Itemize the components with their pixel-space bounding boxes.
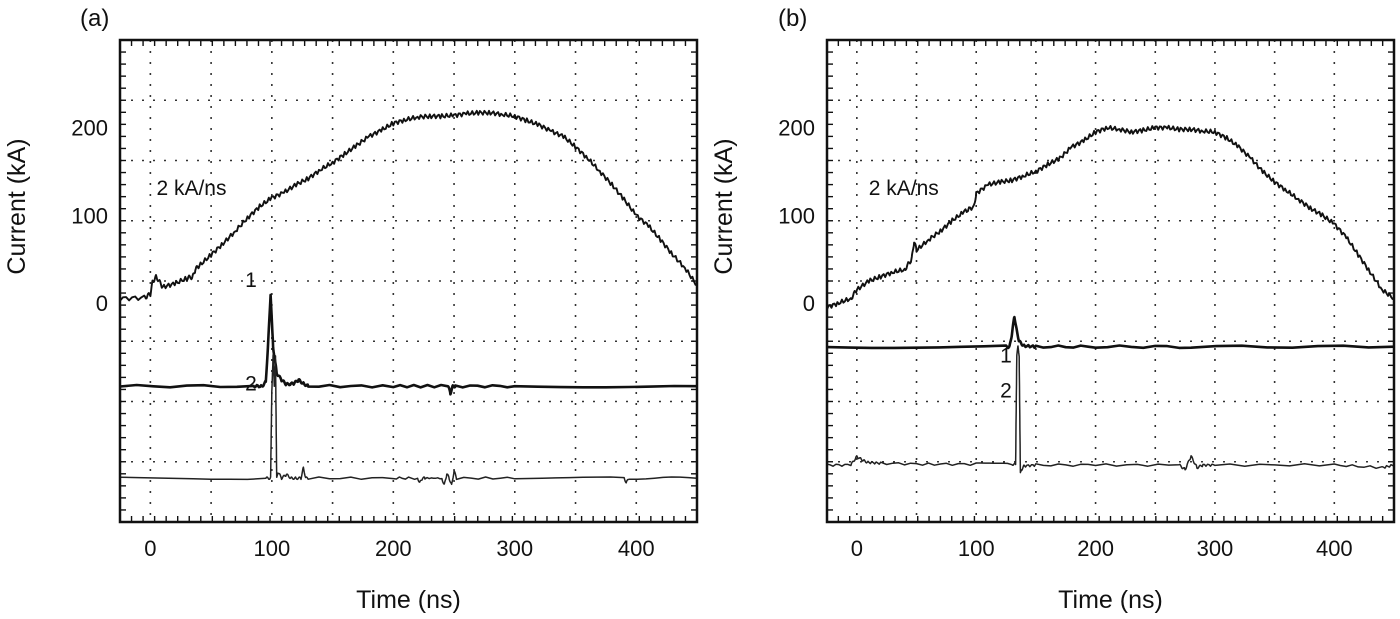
panel-a-x-tick-labels: 0 100 200 300 400 — [144, 536, 654, 561]
annotation-label: 2 kA/ns — [156, 177, 226, 200]
panel-a-x-axis-title: Time (ns) — [356, 586, 461, 614]
y-tick-label: 0 — [96, 291, 108, 316]
x-tick-label: 300 — [496, 536, 533, 561]
annotation-label: 2 kA/ns — [869, 177, 939, 200]
panel-b-frame — [825, 38, 1396, 524]
x-tick-label: 0 — [144, 536, 156, 561]
x-tick-label: 300 — [1197, 536, 1234, 561]
panel-a-curves — [119, 109, 698, 486]
panel-b-ticks — [826, 39, 1395, 522]
series-line-2 — [119, 354, 698, 486]
x-tick-label: 100 — [958, 536, 995, 561]
series-line-1 — [826, 315, 1395, 350]
panel-b-x-axis-title: Time (ns) — [1058, 586, 1163, 614]
panel-b: (b) 0 100 200 300 400 0 100 200 2 kA/ns 1 2 Time… — [710, 5, 1396, 614]
annotation-label: 1 — [1000, 345, 1012, 368]
x-tick-label: 400 — [1316, 536, 1353, 561]
y-tick-label: 0 — [803, 291, 815, 316]
series-line-current — [119, 109, 698, 302]
panel-a-y-axis-title: Current (kA) — [3, 138, 31, 274]
panel-b-x-tick-labels: 0 100 200 300 400 — [851, 536, 1353, 561]
panel-b-curves — [826, 124, 1395, 474]
panel-a-frame — [118, 38, 699, 524]
y-tick-label: 100 — [71, 203, 108, 228]
x-tick-label: 0 — [851, 536, 863, 561]
y-tick-label: 100 — [778, 203, 815, 228]
panel-b-label: (b) — [778, 5, 807, 32]
x-tick-label: 400 — [618, 536, 655, 561]
panel-b-annotations: 2 kA/ns 1 2 — [869, 177, 1012, 402]
annotation-label: 1 — [245, 269, 257, 292]
panel-b-y-axis-title: Current (kA) — [710, 138, 738, 274]
series-line-current — [826, 124, 1395, 310]
series-line-1 — [119, 293, 698, 396]
series-line-2 — [826, 345, 1395, 474]
panel-a-ticks — [119, 39, 698, 522]
panel-a-y-tick-labels: 0 100 200 — [71, 116, 108, 316]
y-tick-label: 200 — [71, 116, 108, 141]
panel-a: (a) 0 100 200 300 400 0 100 200 2 kA/ns 1 2 Time… — [3, 5, 699, 614]
panel-a-grid — [120, 40, 697, 522]
annotation-label: 2 — [245, 373, 257, 396]
x-tick-label: 100 — [253, 536, 290, 561]
y-tick-label: 200 — [778, 116, 815, 141]
panel-b-grid — [827, 40, 1394, 522]
x-tick-label: 200 — [1077, 536, 1114, 561]
panel-b-y-tick-labels: 0 100 200 — [778, 116, 815, 316]
panel-a-annotations: 2 kA/ns 1 2 — [156, 177, 256, 395]
x-tick-label: 200 — [375, 536, 412, 561]
panel-a-label: (a) — [80, 5, 109, 32]
annotation-label: 2 — [1000, 380, 1012, 403]
